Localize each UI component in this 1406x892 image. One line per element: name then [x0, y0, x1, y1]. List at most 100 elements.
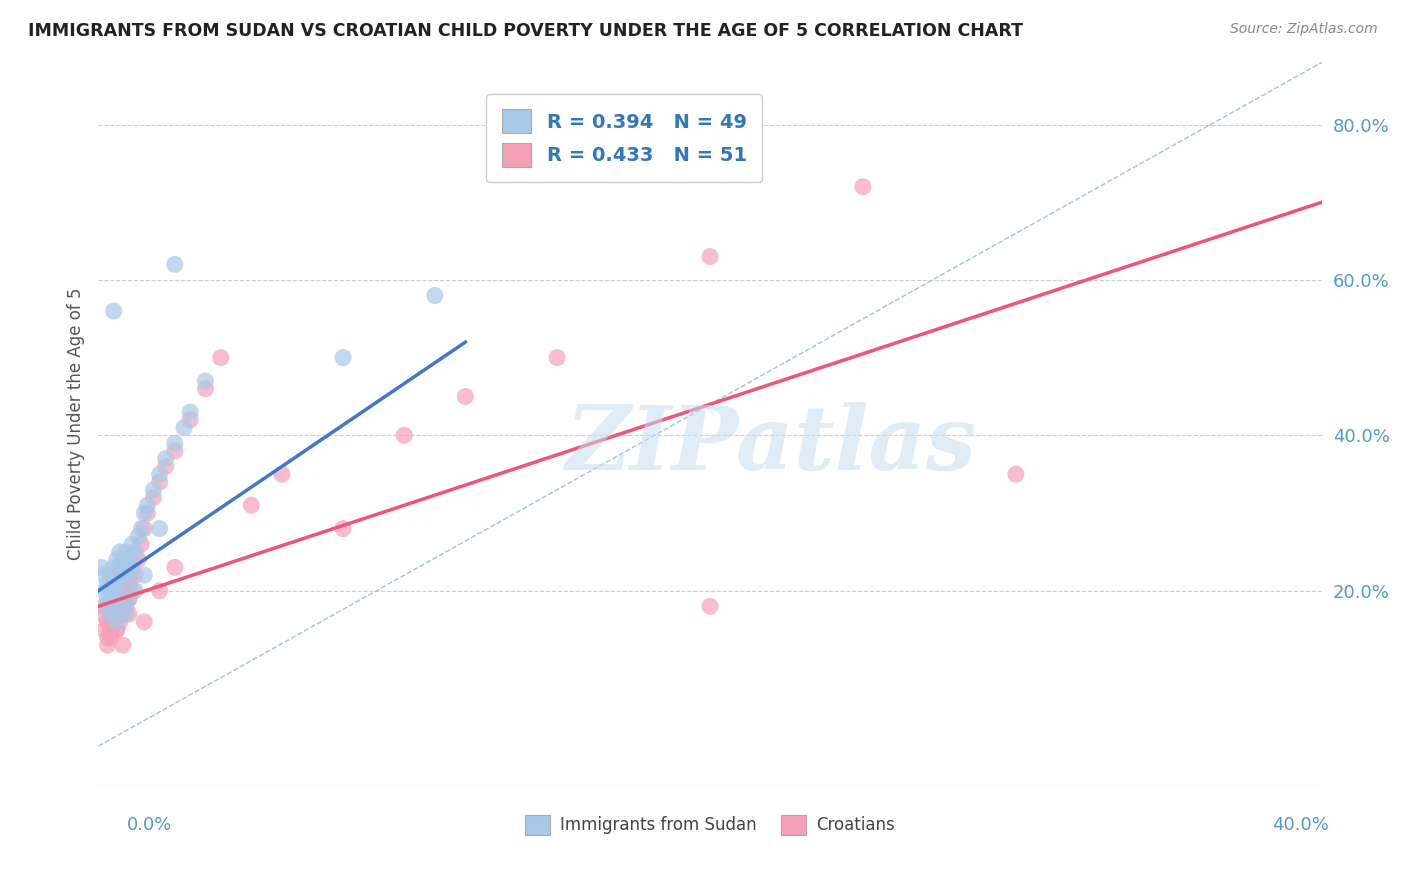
Point — [270, 467, 292, 482]
Text: IMMIGRANTS FROM SUDAN VS CROATIAN CHILD POVERTY UNDER THE AGE OF 5 CORRELATION C: IMMIGRANTS FROM SUDAN VS CROATIAN CHILD … — [28, 22, 1024, 40]
Point — [111, 568, 134, 582]
Point — [97, 591, 120, 606]
Point — [163, 443, 186, 458]
Point — [1004, 467, 1026, 482]
Point — [118, 591, 141, 606]
Point — [115, 545, 138, 559]
Point — [194, 374, 217, 388]
Point — [240, 498, 263, 512]
Point — [129, 522, 152, 536]
Point — [118, 576, 141, 591]
Point — [149, 467, 172, 482]
Point — [105, 615, 128, 629]
Point — [100, 607, 122, 621]
Point — [423, 288, 446, 302]
Point — [111, 607, 134, 621]
Point — [105, 568, 128, 582]
Point — [97, 576, 120, 591]
Point — [103, 599, 125, 614]
Point — [108, 615, 131, 629]
Point — [90, 607, 112, 621]
Point — [454, 390, 477, 404]
Point — [118, 607, 141, 621]
Point — [100, 631, 122, 645]
Point — [100, 623, 122, 637]
Point — [108, 560, 131, 574]
Point — [105, 623, 128, 637]
Point — [115, 560, 138, 574]
Point — [163, 560, 186, 574]
Point — [90, 560, 112, 574]
Point — [124, 583, 146, 598]
Point — [115, 599, 138, 614]
Point — [121, 537, 143, 551]
Point — [121, 583, 143, 598]
Point — [209, 351, 232, 365]
Point — [163, 257, 186, 271]
Point — [118, 568, 141, 582]
Point — [155, 459, 177, 474]
Point — [93, 599, 115, 614]
Point — [93, 568, 115, 582]
Text: ZIPatlas: ZIPatlas — [565, 402, 977, 489]
Text: Source: ZipAtlas.com: Source: ZipAtlas.com — [1230, 22, 1378, 37]
Point — [108, 545, 131, 559]
Point — [699, 250, 721, 264]
Point — [103, 615, 125, 629]
Point — [97, 615, 120, 629]
Point — [134, 506, 156, 520]
Point — [129, 537, 152, 551]
Text: 0.0%: 0.0% — [127, 816, 172, 834]
Point — [142, 483, 165, 497]
Point — [134, 568, 156, 582]
Point — [105, 623, 128, 637]
Point — [149, 583, 172, 598]
Point — [852, 179, 875, 194]
Point — [108, 599, 131, 614]
Point — [136, 506, 159, 520]
Point — [103, 591, 125, 606]
Point — [105, 583, 128, 598]
Point — [111, 599, 134, 614]
Point — [118, 552, 141, 566]
Point — [100, 568, 122, 582]
Point — [121, 560, 143, 574]
Point — [93, 623, 115, 637]
Point — [134, 615, 156, 629]
Point — [111, 591, 134, 606]
Point — [546, 351, 568, 365]
Point — [134, 522, 156, 536]
Point — [103, 560, 125, 574]
Point — [699, 599, 721, 614]
Point — [136, 498, 159, 512]
Point — [111, 638, 134, 652]
Point — [173, 420, 195, 434]
Point — [103, 576, 125, 591]
Point — [103, 615, 125, 629]
Point — [127, 552, 149, 566]
Point — [100, 607, 122, 621]
Point — [105, 607, 128, 621]
Point — [127, 529, 149, 543]
Point — [111, 552, 134, 566]
Point — [124, 545, 146, 559]
Point — [97, 631, 120, 645]
Point — [97, 599, 120, 614]
Point — [332, 522, 354, 536]
Point — [149, 475, 172, 489]
Point — [108, 576, 131, 591]
Point — [392, 428, 416, 442]
Point — [179, 413, 201, 427]
Point — [118, 591, 141, 606]
Point — [93, 583, 115, 598]
Point — [163, 436, 186, 450]
Legend: Immigrants from Sudan, Croatians: Immigrants from Sudan, Croatians — [519, 808, 901, 842]
Y-axis label: Child Poverty Under the Age of 5: Child Poverty Under the Age of 5 — [66, 287, 84, 560]
Point — [155, 451, 177, 466]
Point — [179, 405, 201, 419]
Point — [142, 491, 165, 505]
Point — [124, 568, 146, 582]
Point — [103, 304, 125, 318]
Point — [194, 382, 217, 396]
Point — [115, 583, 138, 598]
